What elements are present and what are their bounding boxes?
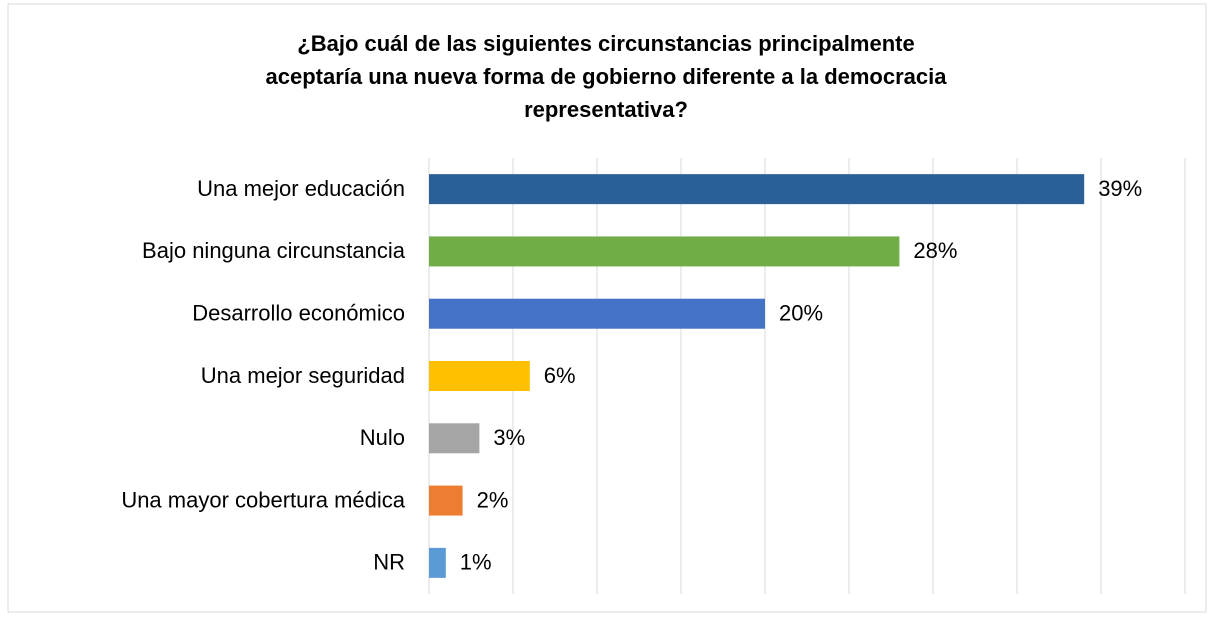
y-tick-label: Una mejor seguridad — [201, 363, 405, 388]
data-label: 39% — [1098, 176, 1142, 201]
data-label: 1% — [460, 550, 492, 575]
y-tick-label: Nulo — [360, 425, 405, 450]
bar — [429, 547, 446, 578]
bar — [429, 236, 900, 267]
data-label: 6% — [544, 363, 576, 388]
y-tick-label: Bajo ninguna circunstancia — [142, 238, 406, 263]
y-tick-label: Desarrollo económico — [192, 301, 405, 326]
bar — [429, 423, 480, 454]
bar — [429, 174, 1085, 205]
y-tick-label: NR — [373, 550, 405, 575]
data-label: 20% — [779, 301, 823, 326]
y-tick-label: Una mejor educación — [197, 176, 405, 201]
data-label: 2% — [477, 487, 509, 512]
chart-title: ¿Bajo cuál de las siguientes circunstanc… — [297, 31, 914, 56]
chart-title: representativa? — [524, 97, 688, 122]
chart-title: aceptaría una nueva forma de gobierno di… — [265, 64, 947, 89]
bar — [429, 298, 765, 329]
data-label: 28% — [913, 238, 957, 263]
bar — [429, 361, 530, 391]
y-tick-label: Una mayor cobertura médica — [121, 487, 405, 512]
data-label: 3% — [493, 425, 525, 450]
bar — [429, 485, 463, 516]
